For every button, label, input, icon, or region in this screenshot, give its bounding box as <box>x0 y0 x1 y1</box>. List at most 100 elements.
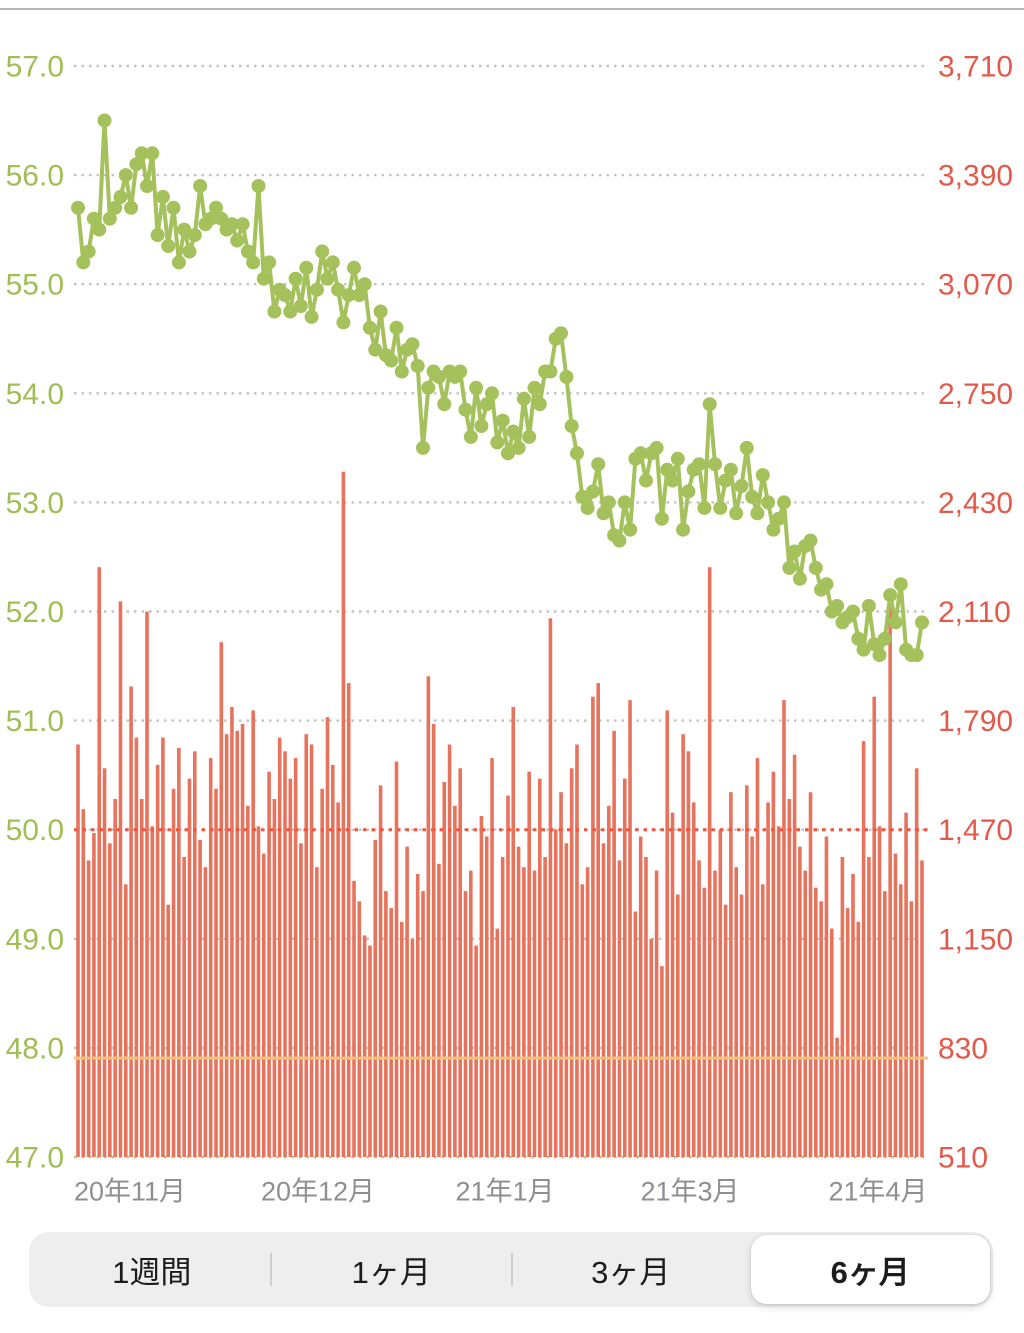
calorie-bar <box>426 676 431 1157</box>
right-axis-label: 1,470 <box>938 814 1013 847</box>
weight-point <box>405 337 420 352</box>
weight-point <box>368 342 383 357</box>
calorie-bar <box>569 768 574 1157</box>
calorie-bar <box>596 683 601 1157</box>
weight-point <box>267 304 282 319</box>
calorie-bar <box>644 857 648 1157</box>
calorie-bar <box>819 901 823 1157</box>
calorie-bar <box>904 812 908 1157</box>
calorie-bar <box>442 782 447 1157</box>
weight-point <box>76 255 91 270</box>
calorie-bar <box>139 799 144 1157</box>
tab-6-months[interactable]: 6ヶ月 <box>750 1235 990 1304</box>
weight-point <box>872 648 887 663</box>
tab-1-month[interactable]: 1ヶ月 <box>272 1235 512 1304</box>
weight-point <box>362 320 377 335</box>
calorie-bar <box>315 867 319 1157</box>
calorie-bar <box>145 611 149 1157</box>
calorie-bar <box>766 802 770 1157</box>
calorie-bar <box>660 966 664 1157</box>
calorie-bar <box>681 734 685 1157</box>
weight-point <box>166 200 181 215</box>
calorie-bar <box>277 737 282 1157</box>
calorie-bar <box>320 788 324 1157</box>
weight-point <box>856 642 871 657</box>
weight-point <box>92 222 107 237</box>
weight-point <box>490 435 505 450</box>
calorie-bar <box>702 887 707 1157</box>
weight-point <box>580 500 595 515</box>
weight-point <box>617 495 632 510</box>
weight-point <box>469 380 484 395</box>
weight-point <box>145 146 160 161</box>
calorie-bar <box>336 802 340 1157</box>
weight-point <box>81 244 96 259</box>
tab-1-week[interactable]: 1週間 <box>32 1235 272 1304</box>
calorie-bar <box>771 771 776 1157</box>
calorie-bar <box>261 853 266 1157</box>
calorie-bar <box>177 747 181 1157</box>
weight-point <box>755 468 770 483</box>
calorie-bar <box>219 642 224 1157</box>
weight-point <box>224 217 239 232</box>
weight-point <box>909 648 924 663</box>
weight-point <box>485 386 499 401</box>
right-axis-label: 1,150 <box>938 923 1013 956</box>
calorie-bar <box>553 829 558 1157</box>
calorie-bar <box>246 805 250 1157</box>
calorie-bar <box>92 833 96 1157</box>
weight-point <box>761 495 776 510</box>
weight-point <box>235 217 250 232</box>
weight-point <box>309 282 324 297</box>
calorie-bar <box>607 805 611 1157</box>
weight-point <box>612 533 627 548</box>
calorie-bar <box>198 839 202 1157</box>
weight-point <box>182 244 197 259</box>
calorie-bar <box>304 734 309 1157</box>
weight-point <box>325 255 340 270</box>
weight-point <box>527 380 542 395</box>
weight-point <box>681 484 696 499</box>
calorie-bar <box>745 785 749 1157</box>
calorie-bar <box>522 867 526 1157</box>
weight-point <box>288 271 303 286</box>
calorie-bar <box>129 686 133 1157</box>
weight-point <box>787 544 802 559</box>
weight-point <box>251 179 266 193</box>
calorie-bar <box>686 751 691 1157</box>
weight-point <box>697 500 712 515</box>
calorie-bar <box>760 884 765 1158</box>
weight-point <box>214 211 229 226</box>
weight-point <box>453 364 468 379</box>
segment-separator <box>511 1253 513 1286</box>
calorie-bar <box>330 764 335 1157</box>
calorie-bar <box>500 857 505 1157</box>
calorie-bar <box>665 710 670 1157</box>
weight-point <box>883 588 898 603</box>
x-axis-label: 20年12月 <box>261 1176 375 1206</box>
weight-point <box>633 446 648 461</box>
weight-point <box>479 397 494 412</box>
left-axis-label: 48.0 <box>6 1032 64 1065</box>
tab-3-months[interactable]: 3ヶ月 <box>511 1235 751 1304</box>
weight-point <box>532 397 547 412</box>
weight-point <box>495 413 510 428</box>
weight-point <box>570 446 584 461</box>
calorie-bar <box>787 799 792 1157</box>
calorie-bar <box>835 1037 839 1157</box>
calorie-bar <box>447 744 452 1157</box>
weight-point <box>723 462 738 477</box>
weight-point <box>347 260 361 275</box>
weight-point <box>830 599 845 613</box>
right-axis-label: 3,710 <box>938 51 1013 84</box>
calorie-bar <box>506 795 510 1157</box>
weight-line <box>71 113 929 663</box>
weight-point <box>501 446 515 461</box>
weight-point <box>140 179 154 193</box>
calorie-bar <box>484 836 489 1157</box>
calorie-bar <box>474 945 478 1157</box>
weight-point <box>394 364 409 379</box>
weight-point <box>803 533 818 548</box>
weight-point <box>373 304 388 319</box>
